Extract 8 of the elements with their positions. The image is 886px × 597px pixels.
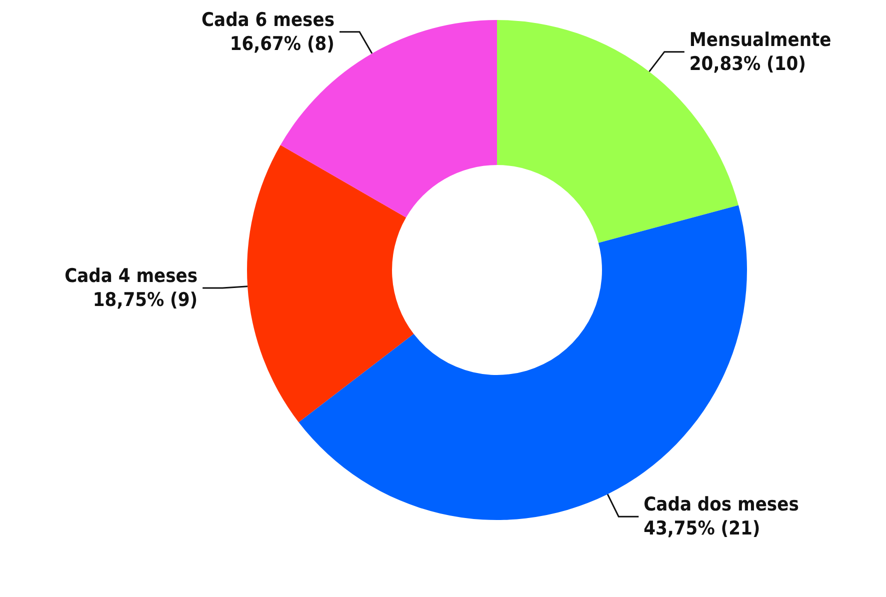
slice-label: Cada 6 meses [202,8,334,31]
slice-label: Cada dos meses [644,494,799,516]
slice-label: Cada 4 meses [64,264,198,287]
data-label: 20,83% (10) [689,52,806,75]
data-label: 43,75% (21) [644,518,760,540]
data-label: 18,75% (9) [92,288,198,311]
slice-label: Mensualmente [689,28,832,51]
data-label: 16,67% (8) [230,32,334,55]
